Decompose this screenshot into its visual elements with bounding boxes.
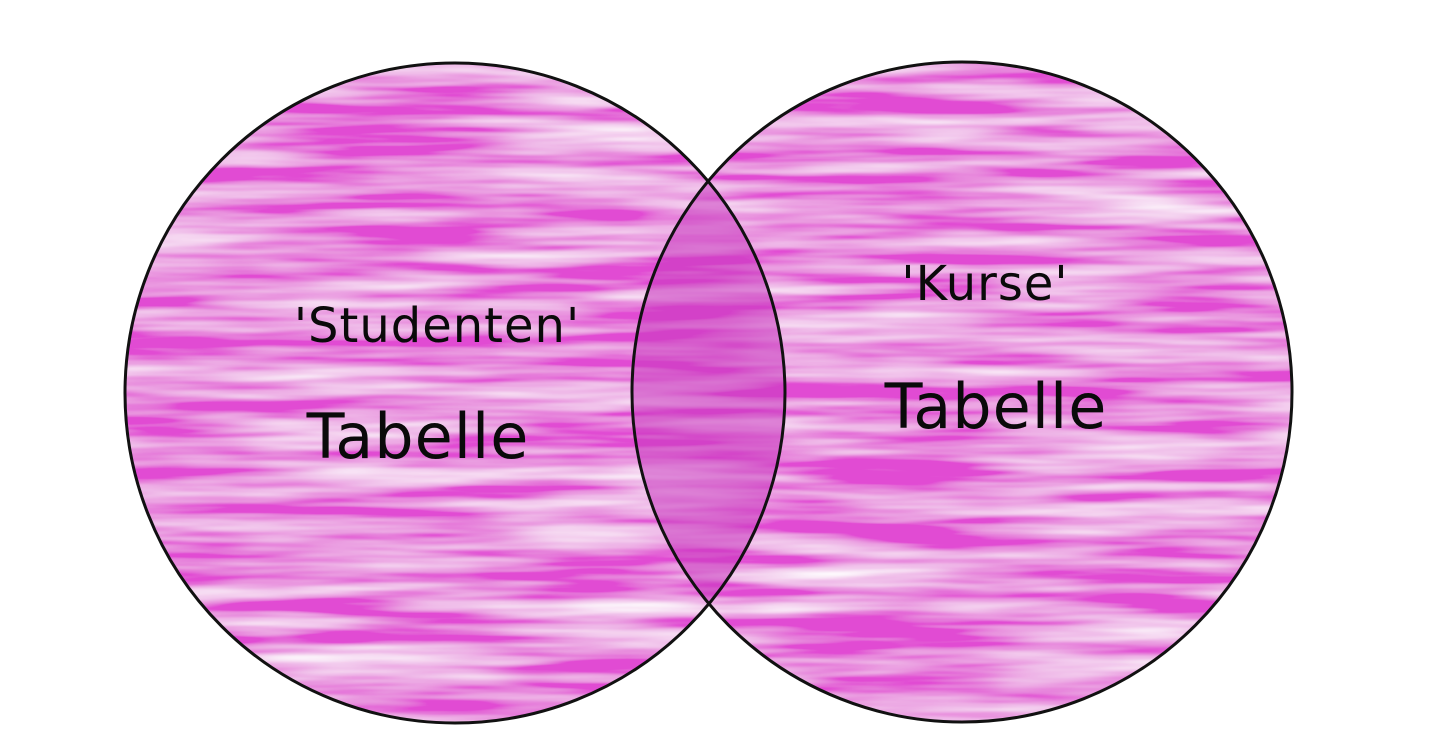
set-left-label-line1: 'Studenten' [294,298,580,354]
set-right-outline [630,60,1294,724]
set-left-studenten [125,63,785,723]
set-left-label-line2: Tabelle [306,400,530,473]
set-left-outline [123,61,787,725]
set-right-label-line2: Tabelle [884,370,1108,443]
set-right-kurse [632,62,1292,722]
set-right-circle [632,62,1292,722]
set-left-circle [125,63,785,723]
set-right-label-line1: 'Kurse' [901,256,1068,312]
